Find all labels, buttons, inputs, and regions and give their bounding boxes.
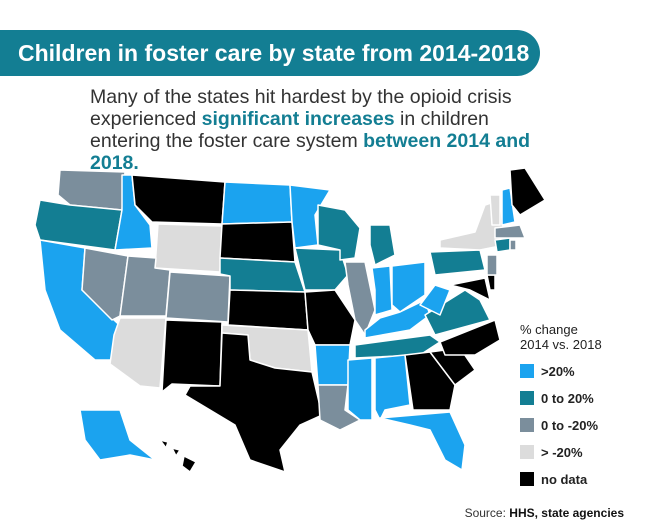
intro-text: Many of the states hit hardest by the op… bbox=[90, 86, 560, 174]
state bbox=[165, 271, 231, 323]
state bbox=[369, 224, 396, 266]
legend-label: 0 to -20% bbox=[541, 418, 599, 433]
intro-highlight: between 2014 and 2018. bbox=[90, 130, 531, 174]
state bbox=[347, 357, 373, 421]
source-label: Source: bbox=[464, 506, 506, 520]
legend-label: > -20% bbox=[541, 445, 583, 460]
state bbox=[391, 261, 426, 313]
legend-swatch bbox=[520, 472, 534, 486]
state bbox=[494, 224, 526, 239]
state bbox=[374, 354, 411, 421]
legend-swatch bbox=[520, 391, 534, 405]
legend-title: 2014 vs. 2018 bbox=[520, 337, 602, 352]
state bbox=[419, 284, 451, 316]
state bbox=[161, 319, 223, 393]
state bbox=[227, 289, 309, 331]
state bbox=[371, 265, 393, 316]
legend: % change 2014 vs. 2018 >20% 0 to 20% 0 to … bbox=[520, 322, 602, 487]
state bbox=[486, 254, 498, 276]
state bbox=[354, 334, 441, 359]
legend-swatch bbox=[520, 418, 534, 432]
state bbox=[304, 289, 356, 346]
state bbox=[439, 319, 501, 356]
state bbox=[294, 247, 349, 291]
state bbox=[501, 187, 516, 226]
state bbox=[509, 167, 546, 216]
state bbox=[171, 447, 181, 457]
state bbox=[494, 237, 511, 253]
intro-text-part: in children entering the foster care sys… bbox=[90, 108, 489, 152]
state bbox=[489, 194, 501, 226]
state bbox=[119, 255, 171, 317]
state bbox=[159, 439, 169, 449]
legend-label: no data bbox=[541, 472, 588, 487]
state bbox=[131, 174, 226, 225]
state bbox=[79, 409, 156, 461]
state bbox=[81, 247, 129, 321]
intro-text-part: Many of the states hit hardest by the op… bbox=[90, 86, 512, 130]
states bbox=[34, 167, 546, 473]
legend-label: 0 to 20% bbox=[541, 391, 594, 406]
legend-label: >20% bbox=[541, 364, 575, 379]
state bbox=[424, 289, 491, 336]
title-banner: Children in foster care by state from 20… bbox=[0, 30, 540, 76]
source: Source: HHS, state agencies bbox=[465, 506, 624, 520]
state bbox=[221, 181, 293, 225]
state bbox=[184, 332, 323, 473]
state bbox=[429, 249, 486, 276]
state bbox=[317, 204, 361, 261]
legend-swatch bbox=[520, 445, 534, 459]
state bbox=[486, 274, 496, 291]
state bbox=[314, 344, 351, 386]
state bbox=[379, 411, 466, 471]
state bbox=[219, 221, 296, 263]
legend-swatch bbox=[520, 364, 534, 378]
state bbox=[181, 455, 197, 473]
state bbox=[109, 317, 167, 389]
state bbox=[509, 239, 517, 251]
state bbox=[219, 257, 306, 293]
intro-highlight: significant increases bbox=[201, 108, 395, 130]
state bbox=[449, 277, 491, 301]
state bbox=[404, 351, 456, 411]
state bbox=[154, 223, 223, 273]
legend-title: % change bbox=[520, 322, 578, 337]
source-text: HHS, state agencies bbox=[509, 506, 624, 520]
